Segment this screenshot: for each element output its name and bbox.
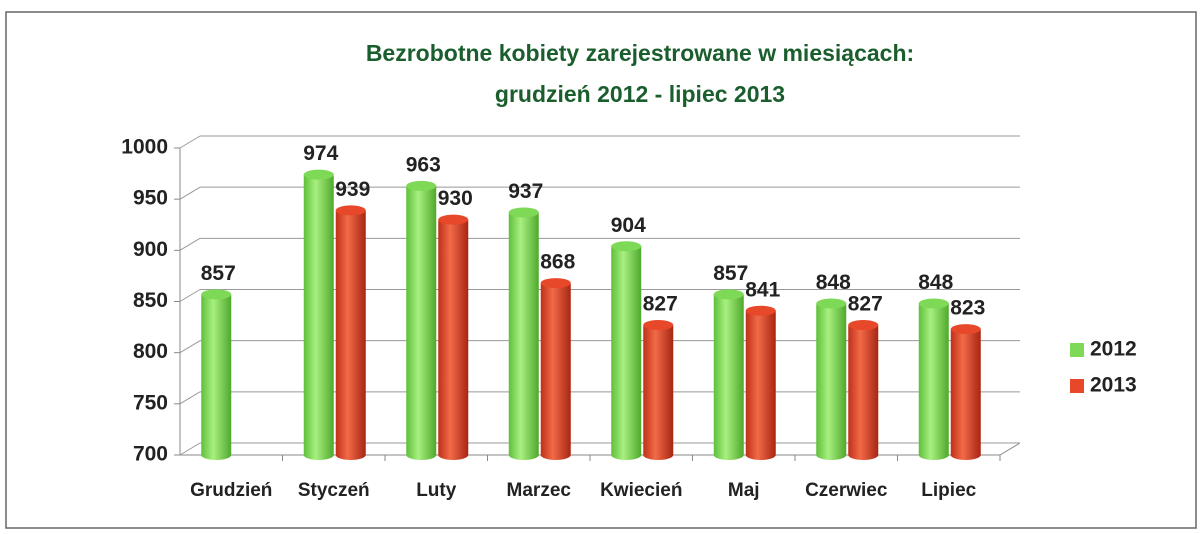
data-label: 937	[508, 180, 543, 203]
grid-line	[179, 186, 201, 200]
grid-line	[179, 391, 201, 405]
bar-top	[406, 180, 437, 191]
legend-swatch	[1070, 379, 1084, 393]
bar-top	[745, 305, 776, 316]
bar-top	[848, 320, 879, 331]
bar	[438, 219, 469, 460]
x-tick-label: Czerwiec	[805, 480, 888, 501]
bar	[848, 325, 879, 460]
data-label: 848	[918, 271, 953, 294]
grid-line	[179, 289, 201, 302]
y-tick-label: 1000	[121, 136, 168, 159]
data-label: 963	[406, 153, 441, 176]
bar	[713, 294, 744, 460]
x-tick-label: Maj	[728, 480, 760, 501]
bar-top	[611, 241, 642, 252]
bar	[611, 246, 642, 460]
x-tick-label: Grudzień	[190, 480, 272, 501]
bar-top	[713, 289, 744, 300]
y-tick-label: 700	[133, 443, 168, 466]
floor-edge	[999, 442, 1021, 456]
bar	[950, 329, 981, 460]
x-tick-label: Kwiecień	[600, 480, 682, 501]
data-label: 974	[303, 142, 338, 165]
data-label: 939	[335, 178, 370, 201]
bar	[816, 303, 847, 460]
bar-top	[303, 169, 334, 180]
bar	[508, 212, 539, 460]
data-label: 930	[438, 187, 473, 210]
bar-top	[918, 298, 949, 309]
grid-line	[179, 237, 201, 251]
frame	[5, 11, 1197, 529]
grid-line	[179, 442, 201, 456]
x-tick-label: Styczeń	[298, 480, 370, 501]
bar-top	[508, 207, 539, 218]
y-tick-label: 800	[133, 340, 168, 363]
data-label: 857	[201, 262, 236, 285]
data-label: 857	[713, 262, 748, 285]
data-label: 827	[643, 293, 678, 316]
grid-line	[179, 340, 201, 354]
legend-swatch	[1070, 343, 1084, 357]
bar-top	[201, 289, 232, 300]
x-tick-label: Luty	[416, 480, 457, 501]
data-label: 904	[611, 214, 646, 237]
legend-label: 2013	[1090, 374, 1137, 397]
y-tick-label: 950	[133, 187, 168, 210]
bar-top	[950, 324, 981, 335]
legend-label: 2012	[1090, 338, 1137, 361]
chart-title: Bezrobotne kobiety zarejestrowane w mies…	[366, 40, 914, 66]
x-tick-label: Marzec	[507, 480, 572, 501]
data-label: 841	[745, 278, 780, 301]
bar	[201, 294, 232, 460]
bar	[643, 325, 674, 460]
bar	[406, 185, 437, 460]
bar	[335, 210, 366, 460]
data-label: 823	[950, 297, 985, 320]
bar-top	[335, 205, 366, 216]
grid-line	[179, 135, 201, 149]
bar-top	[643, 320, 674, 331]
bar-top	[438, 214, 469, 225]
data-label: 868	[540, 251, 575, 274]
y-tick-label: 850	[133, 289, 168, 312]
chart-subtitle: grudzień 2012 - lipiec 2013	[495, 81, 785, 107]
bar	[918, 303, 949, 460]
y-tick-label: 750	[133, 391, 168, 414]
data-label: 848	[816, 271, 851, 294]
bar	[303, 174, 334, 460]
bar-top	[540, 278, 571, 289]
x-tick-label: Lipiec	[921, 480, 976, 501]
bar-top	[816, 298, 847, 309]
data-label: 827	[848, 293, 883, 316]
bar	[540, 283, 571, 460]
y-tick-label: 900	[133, 238, 168, 261]
bar	[745, 310, 776, 460]
